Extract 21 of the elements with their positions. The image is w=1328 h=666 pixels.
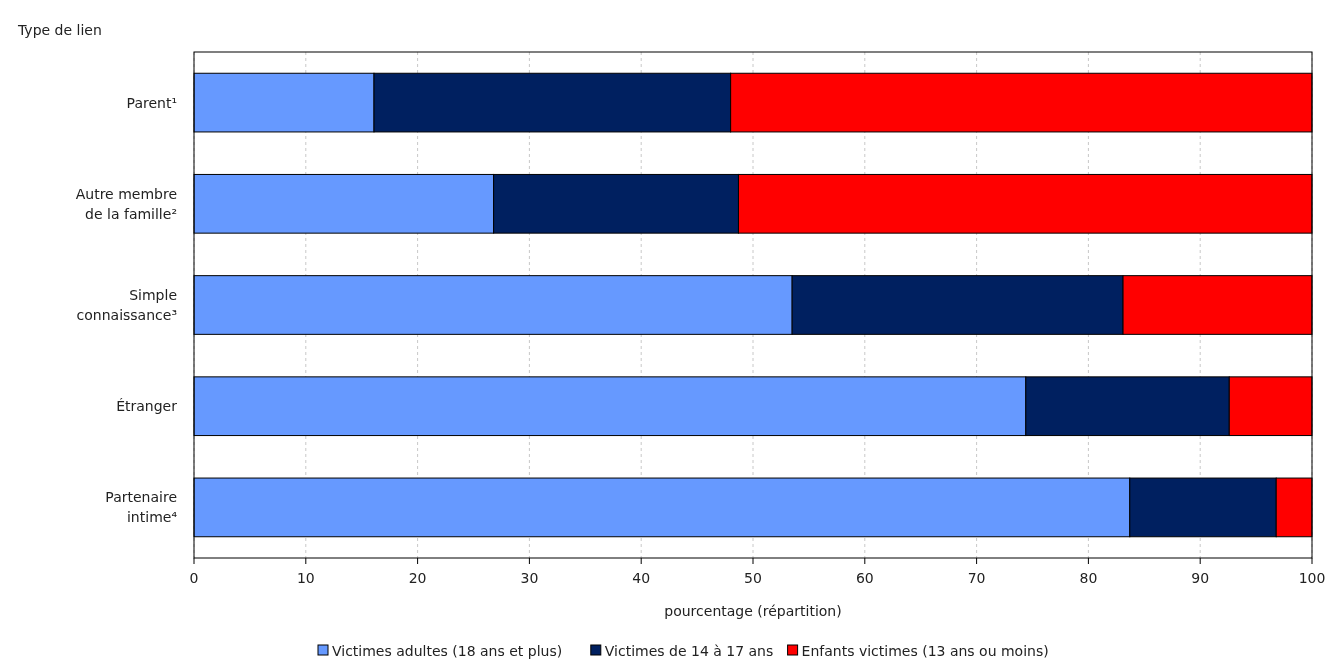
x-tick-label: 80 bbox=[1079, 570, 1098, 586]
y-tick-label: Partenaire intime⁴ bbox=[105, 489, 178, 526]
x-tick-label: 20 bbox=[408, 570, 427, 586]
y-tick-label: Étranger bbox=[116, 398, 178, 415]
x-tick-label: 10 bbox=[296, 570, 315, 586]
x-tick-label: 70 bbox=[967, 570, 986, 586]
y-tick-label: Autre membre de la famille² bbox=[75, 185, 177, 222]
x-axis-title: pourcentage (répartition) bbox=[664, 603, 842, 619]
y-tick-label: Parent¹ bbox=[126, 94, 177, 111]
y-tick-label: Simple connaissance³ bbox=[76, 287, 177, 323]
legend-label: Victimes de 14 à 17 ans bbox=[604, 643, 774, 659]
x-tick-label: 60 bbox=[855, 570, 874, 586]
x-tick-label: 90 bbox=[1191, 570, 1210, 586]
x-tick-label: 30 bbox=[520, 570, 539, 586]
y-axis-title: Type de lien bbox=[17, 22, 102, 38]
x-tick-label: 40 bbox=[632, 570, 651, 586]
x-tick-label: 0 bbox=[189, 570, 199, 586]
legend-label: Enfants victimes (13 ans ou moins) bbox=[801, 643, 1049, 659]
x-tick-label: 50 bbox=[744, 570, 762, 586]
legend-label: Victimes adultes (18 ans et plus) bbox=[332, 643, 563, 659]
x-tick-label: 100 bbox=[1298, 570, 1326, 586]
